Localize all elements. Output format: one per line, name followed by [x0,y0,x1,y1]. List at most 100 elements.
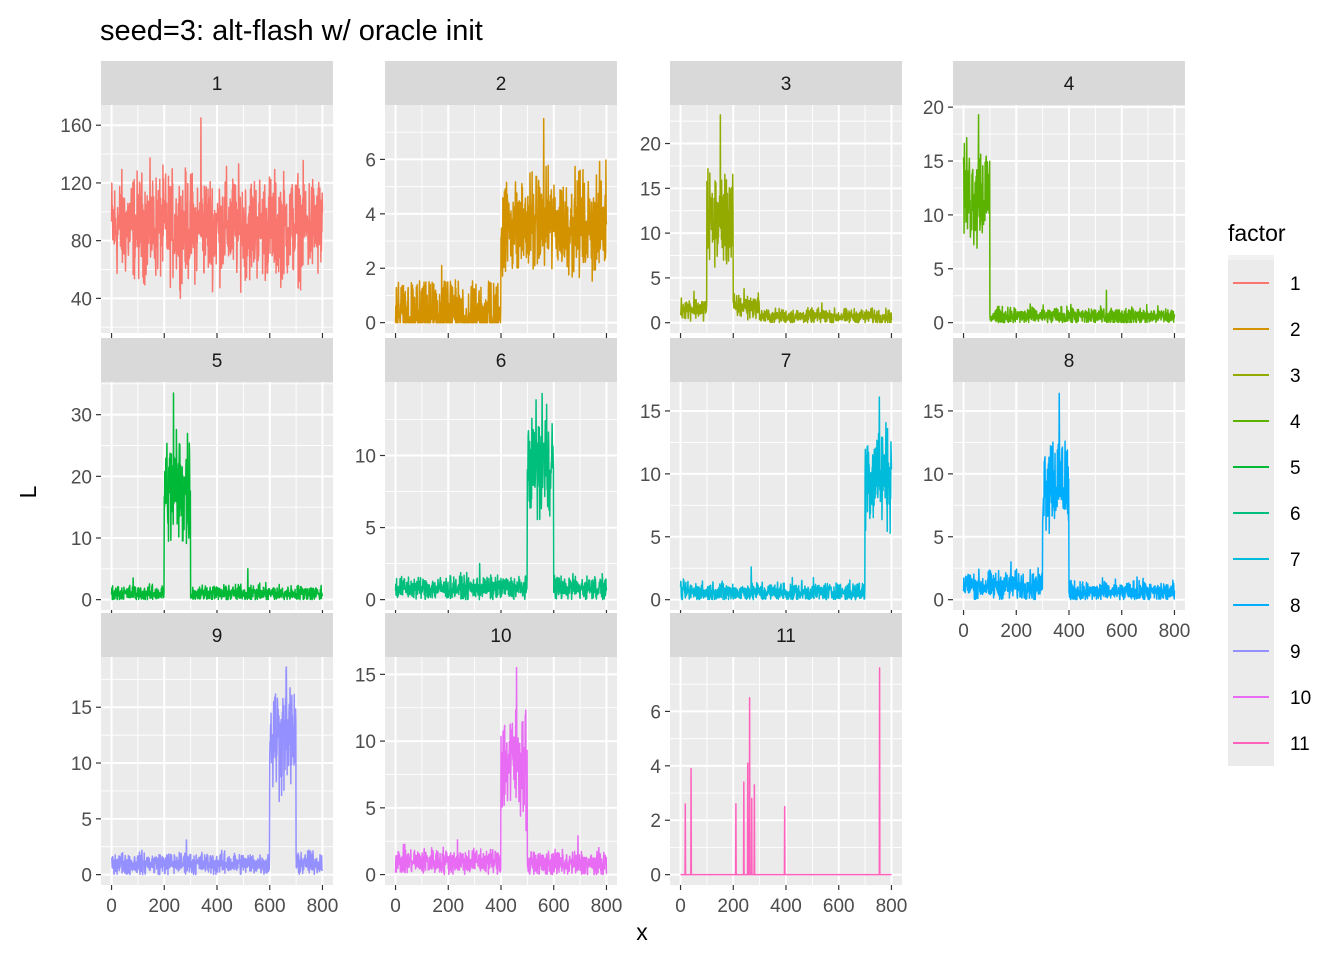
x-tick-label: 0 [390,896,401,917]
facet-panel-9: 9 0 5 10 15 0 200 400 600 800 [71,613,338,917]
y-tick-label: 10 [923,206,944,227]
facet-strip-label: 9 [212,626,223,647]
facet-strip [101,338,333,382]
x-tick-label: 0 [958,621,969,642]
facet-strip [385,61,617,105]
x-tick-label: 800 [307,896,339,917]
facet-strip-label: 6 [496,351,507,372]
y-tick-label: 120 [60,174,92,195]
y-tick-label: 10 [640,465,661,486]
facet-strip-label: 4 [1064,74,1075,95]
facet-strip-label: 8 [1064,351,1075,372]
facet-strip-label: 5 [212,351,223,372]
series-line-7 [679,396,893,601]
y-tick-label: 5 [650,269,661,290]
series-line-11 [680,667,892,876]
series-line-2 [394,117,608,324]
series-line-3 [679,114,893,324]
y-tick-label: 15 [640,402,661,423]
x-tick-label: 200 [1000,621,1032,642]
y-tick-label: 10 [71,754,92,775]
legend-label-6: 6 [1290,504,1301,525]
facet-panel-6: 6 0 5 10 [355,338,617,615]
y-tick-label: 0 [933,591,944,612]
y-tick-label: 10 [923,465,944,486]
legend: factor 1 2 3 4 5 6 7 8 9 10 11 [1228,220,1311,766]
y-tick-label: 0 [650,314,661,335]
series-line-1 [110,117,324,300]
y-tick-label: 20 [71,467,92,488]
series-line-5 [110,392,324,601]
x-tick-label: 800 [1159,621,1191,642]
facet-strip-label: 10 [490,626,511,647]
facet-panel-10: 10 0 5 10 15 0 200 400 600 800 [355,613,622,917]
facet-panels: 1408012016020246305101520405101520501020… [60,61,1190,917]
y-tick-label: 10 [355,447,376,468]
x-tick-label: 200 [717,896,749,917]
legend-label-8: 8 [1290,596,1301,617]
series-line-10 [394,666,608,876]
x-tick-label: 400 [485,896,517,917]
y-tick-label: 20 [640,135,661,156]
y-tick-label: 5 [365,799,376,820]
y-tick-label: 4 [365,205,376,226]
legend-label-4: 4 [1290,412,1301,433]
y-tick-label: 10 [640,224,661,245]
facet-strip [385,338,617,382]
facet-panel-4: 4 0 5 10 15 20 [923,61,1185,338]
facet-panel-3: 3 0 5 10 15 20 [640,61,902,338]
y-tick-label: 80 [71,232,92,253]
y-tick-label: 5 [650,528,661,549]
x-tick-label: 200 [148,896,180,917]
facet-strip [385,613,617,657]
y-tick-label: 0 [933,314,944,335]
facet-strip [670,61,902,105]
y-tick-label: 2 [365,259,376,280]
facet-panel-8: 8 0 5 10 15 0 200 400 600 800 [923,338,1190,642]
legend-label-1: 1 [1290,274,1301,295]
x-axis-title: x [636,919,648,945]
y-tick-label: 10 [71,529,92,550]
x-tick-label: 400 [770,896,802,917]
y-tick-label: 5 [81,810,92,831]
y-tick-label: 15 [355,665,376,686]
legend-label-7: 7 [1290,550,1301,571]
y-tick-label: 30 [71,406,92,427]
facet-strip [101,61,333,105]
series-line-9 [110,666,324,876]
x-tick-label: 0 [106,896,117,917]
y-tick-label: 10 [355,732,376,753]
facet-strip [101,613,333,657]
y-tick-label: 15 [640,179,661,200]
legend-label-9: 9 [1290,642,1301,663]
chart-title: seed=3: alt-flash w/ oracle init [100,15,483,47]
y-tick-label: 0 [365,866,376,887]
x-tick-label: 600 [254,896,286,917]
y-tick-label: 20 [923,98,944,119]
legend-title: factor [1228,220,1286,246]
y-tick-label: 6 [650,702,661,723]
legend-label-2: 2 [1290,320,1301,341]
legend-label-11: 11 [1290,734,1310,755]
y-tick-label: 15 [923,402,944,423]
x-tick-label: 600 [538,896,570,917]
y-tick-label: 40 [71,289,92,310]
y-tick-label: 15 [71,698,92,719]
facet-strip-label: 11 [776,626,796,647]
facet-strip-label: 2 [496,74,507,95]
legend-label-10: 10 [1290,688,1311,709]
facet-strip-label: 7 [781,351,792,372]
x-tick-label: 0 [675,896,686,917]
y-tick-label: 5 [933,528,944,549]
x-tick-label: 400 [1053,621,1085,642]
facet-panel-7: 7 0 5 10 15 [640,338,902,615]
y-tick-label: 6 [365,150,376,171]
y-tick-label: 4 [650,757,661,778]
facet-panel-11: 11 0 2 4 6 0 200 400 600 800 [650,613,907,917]
y-tick-label: 15 [923,152,944,173]
y-axis-title: L [15,485,41,498]
x-tick-label: 600 [823,896,855,917]
facet-panel-5: 5 0 10 20 30 [71,338,333,615]
y-tick-label: 0 [365,314,376,335]
